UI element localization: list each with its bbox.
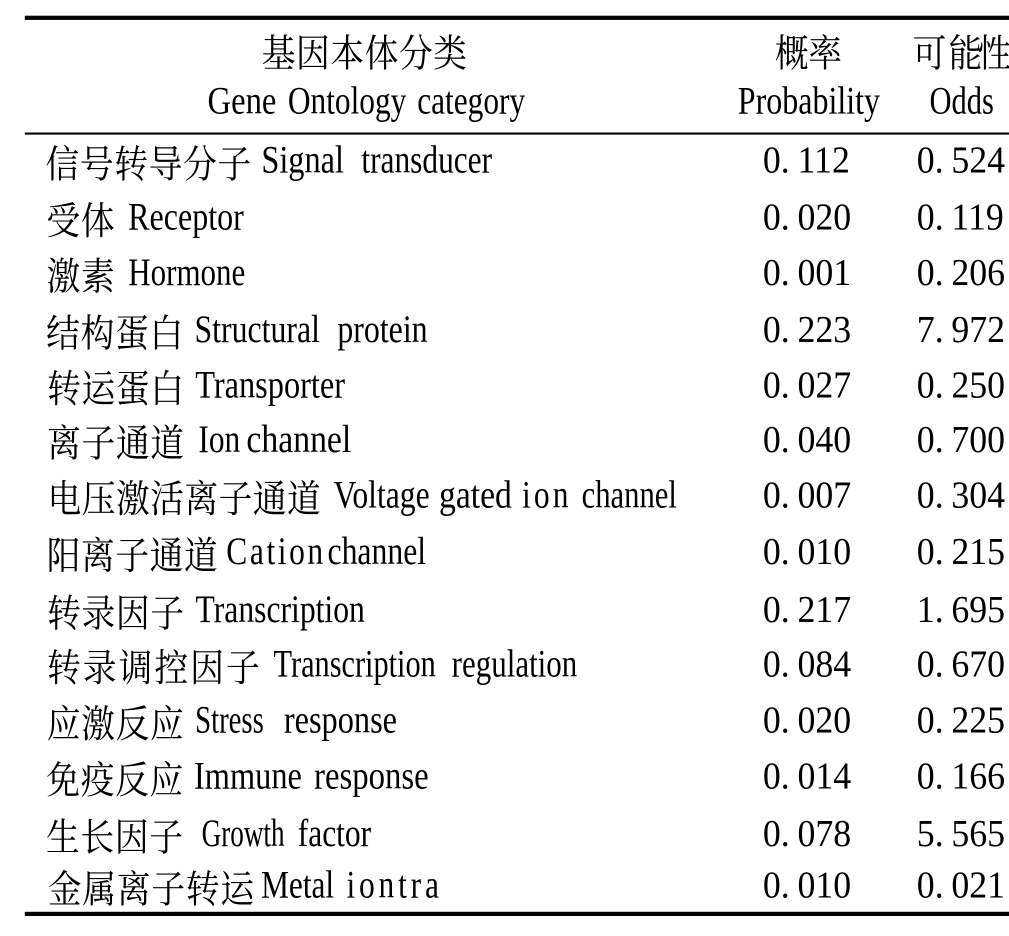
svg-text:0. 014: 0. 014 xyxy=(763,755,851,797)
svg-text:0. 010: 0. 010 xyxy=(763,530,851,572)
svg-text:gated: gated xyxy=(439,472,512,516)
svg-text:Gene: Gene xyxy=(208,78,277,122)
svg-text:0. 112: 0. 112 xyxy=(763,139,850,181)
svg-text:Metal: Metal xyxy=(261,862,334,906)
svg-text:0. 215: 0. 215 xyxy=(917,530,1005,572)
svg-text:0. 700: 0. 700 xyxy=(917,418,1005,460)
svg-text:0. 001: 0. 001 xyxy=(763,251,851,293)
svg-text:0. 007: 0. 007 xyxy=(763,473,851,515)
svg-text:Transporter: Transporter xyxy=(195,362,345,406)
svg-text:0. 225: 0. 225 xyxy=(917,698,1005,740)
svg-text:Odds: Odds xyxy=(930,78,994,122)
svg-text:Probability: Probability xyxy=(738,78,880,122)
svg-text:transducer: transducer xyxy=(361,137,492,181)
svg-text:0. 304: 0. 304 xyxy=(917,473,1005,515)
svg-text:channel: channel xyxy=(582,472,677,516)
svg-text:0. 524: 0. 524 xyxy=(917,139,1005,181)
svg-text:7. 972: 7. 972 xyxy=(917,308,1005,350)
svg-text:ion: ion xyxy=(522,472,569,516)
svg-text:0. 010: 0. 010 xyxy=(763,864,851,906)
svg-text:Stress: Stress xyxy=(195,697,264,741)
svg-text:0. 040: 0. 040 xyxy=(763,418,851,460)
svg-text:Hormone: Hormone xyxy=(128,250,245,294)
svg-text:Receptor: Receptor xyxy=(128,194,244,238)
svg-text:Cation: Cation xyxy=(226,529,323,573)
svg-text:Transcription: Transcription xyxy=(196,587,365,631)
svg-text:0. 217: 0. 217 xyxy=(763,588,851,630)
svg-text:response: response xyxy=(314,753,429,797)
svg-text:response: response xyxy=(284,697,397,741)
svg-text:regulation: regulation xyxy=(452,641,578,685)
svg-text:channel: channel xyxy=(246,416,351,460)
svg-text:5. 565: 5. 565 xyxy=(917,812,1005,854)
svg-text:Voltage: Voltage xyxy=(334,472,430,516)
svg-text:Ion: Ion xyxy=(198,416,240,460)
svg-text:0. 021: 0. 021 xyxy=(917,864,1005,906)
svg-text:0. 027: 0. 027 xyxy=(763,363,851,405)
svg-text:protein: protein xyxy=(337,306,427,350)
svg-text:category: category xyxy=(417,78,525,122)
svg-text:0. 084: 0. 084 xyxy=(763,642,851,684)
svg-text:channel: channel xyxy=(327,529,426,573)
svg-text:0. 020: 0. 020 xyxy=(763,698,851,740)
svg-text:factor: factor xyxy=(298,810,372,854)
svg-text:Signal: Signal xyxy=(261,137,344,181)
svg-text:Structural: Structural xyxy=(194,306,320,350)
svg-text:Growth: Growth xyxy=(202,810,285,854)
svg-text:0. 078: 0. 078 xyxy=(763,812,851,854)
svg-text:0. 119: 0. 119 xyxy=(917,195,1004,237)
svg-text:0. 166: 0. 166 xyxy=(917,755,1005,797)
svg-text:Immune: Immune xyxy=(194,753,302,797)
svg-text:1. 695: 1. 695 xyxy=(917,588,1005,630)
svg-text:0. 020: 0. 020 xyxy=(763,195,851,237)
svg-text:Transcription: Transcription xyxy=(274,641,436,685)
svg-text:0. 250: 0. 250 xyxy=(917,363,1005,405)
svg-text:Ontology: Ontology xyxy=(288,78,407,122)
svg-text:iontra: iontra xyxy=(346,862,439,906)
svg-text:0. 670: 0. 670 xyxy=(917,642,1005,684)
svg-text:0. 223: 0. 223 xyxy=(763,308,851,350)
svg-text:0. 206: 0. 206 xyxy=(917,251,1005,293)
